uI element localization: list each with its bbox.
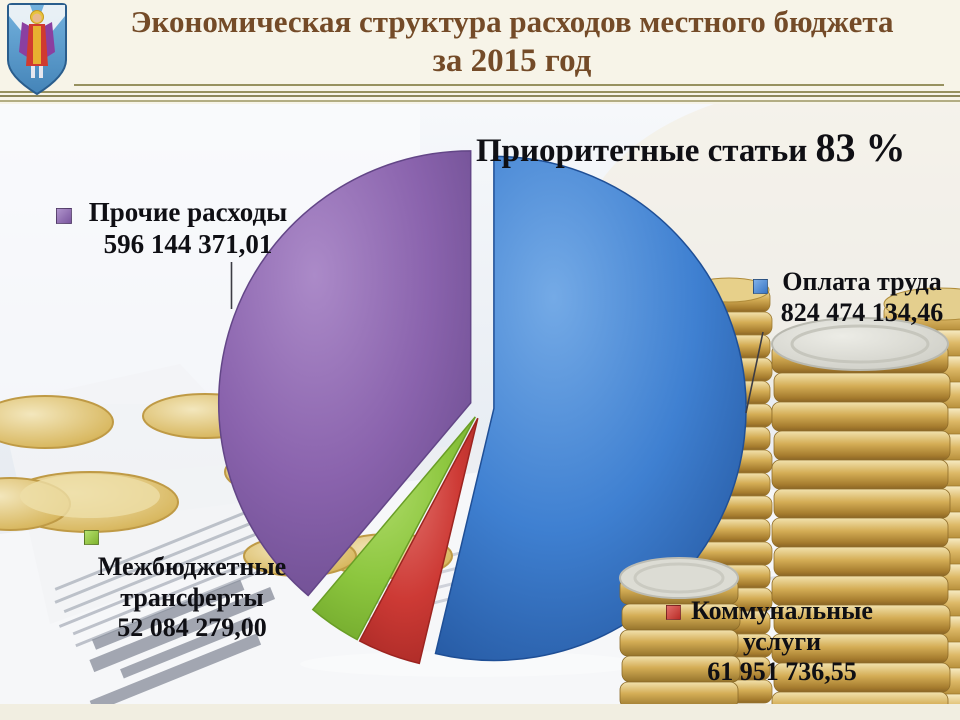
leader-line-2 xyxy=(745,331,764,414)
legend-value-transfers: 52 084 279,00 xyxy=(117,613,267,643)
separator-line xyxy=(0,91,960,93)
bottom-strip xyxy=(0,704,960,720)
coat-of-arms-icon xyxy=(7,3,67,96)
annotation-percent: 83 % xyxy=(815,125,906,170)
legend-value-utilities: 61 951 736,55 xyxy=(707,657,857,687)
separator-line xyxy=(0,100,960,102)
legend-label-salary: Оплата труда xyxy=(782,267,942,296)
annotation-text: Приоритетные статьи xyxy=(476,133,808,169)
pie-base-glow xyxy=(300,651,640,677)
legend-swatch-transfers xyxy=(84,530,99,545)
title-line-2: за 2015 год xyxy=(432,43,592,80)
legend-utilities: Коммунальные услуги 61 951 736,55 xyxy=(648,596,882,688)
foreground-coin-stack xyxy=(619,577,741,709)
coin xyxy=(771,691,949,705)
coin-top-face xyxy=(883,287,960,321)
pie-slice-2 xyxy=(311,416,476,641)
coin-top-ring xyxy=(633,562,725,594)
slide-title: Экономическая структура расходов местног… xyxy=(72,3,952,82)
slide-header: Экономическая структура расходов местног… xyxy=(0,0,960,104)
separator-line xyxy=(74,84,944,86)
title-line-1: Экономическая структура расходов местног… xyxy=(130,4,894,39)
pie-slice-3 xyxy=(217,150,472,597)
legend-label-utilities: Коммунальные услуги xyxy=(691,596,873,656)
legend-swatch-other-expenses xyxy=(56,208,72,224)
legend-value-other-expenses: 596 144 371,01 xyxy=(103,228,273,259)
legend-label-transfers: Межбюджетные трансферты xyxy=(97,552,287,612)
legend-salary: Оплата труда 824 474 134,46 xyxy=(740,266,951,328)
document-dark-blocks xyxy=(89,579,276,705)
legend-swatch-salary xyxy=(753,279,768,294)
priority-annotation: Приоритетные статьи 83 % xyxy=(476,124,905,171)
legend-value-salary: 824 474 134,46 xyxy=(780,298,944,328)
separator-line xyxy=(0,95,960,97)
legend-swatch-utilities xyxy=(666,605,681,620)
coin-top-ring xyxy=(790,324,930,364)
legend-other-expenses: Прочие расходы 596 144 371,01 xyxy=(48,197,298,261)
pie-slice-1 xyxy=(358,417,479,665)
pie-slice-0 xyxy=(434,155,747,662)
legend-transfers: Межбюджетные трансферты 52 084 279,00 xyxy=(58,522,298,644)
legend-label-other-expenses: Прочие расходы xyxy=(88,197,288,227)
